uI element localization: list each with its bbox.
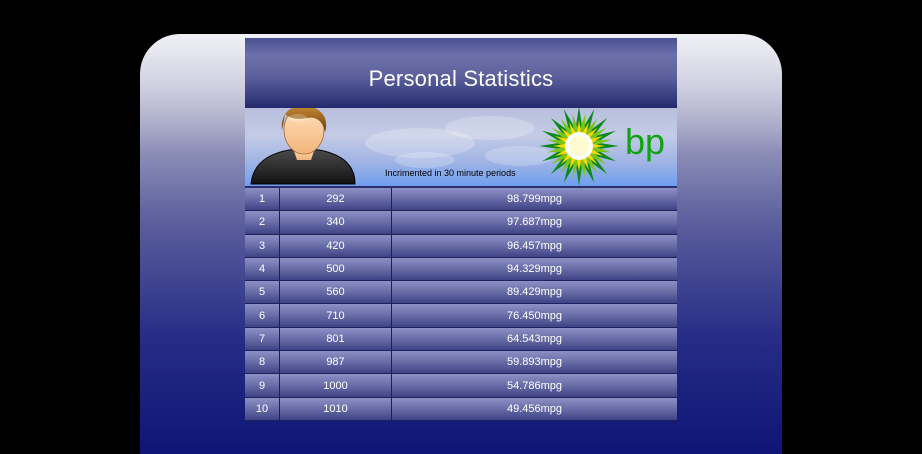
table-row: 9 1000 54.786mpg	[245, 374, 677, 398]
row-value: 420	[280, 234, 392, 257]
bp-logo-text: bp	[625, 121, 666, 162]
statistics-panel: Personal Statistics	[245, 38, 677, 421]
row-index: 2	[245, 211, 280, 234]
row-value: 500	[280, 257, 392, 281]
table-row: 7 801 64.543mpg	[245, 327, 677, 352]
table-row: 3 420 96.457mpg	[245, 234, 677, 258]
bp-helios-logo-icon	[539, 108, 619, 186]
user-avatar-icon	[250, 108, 356, 185]
row-index: 5	[245, 281, 280, 304]
statistics-table: 1 292 98.799mpg 2 340 97.687mpg 3 420 96.457mpg 4…	[245, 188, 677, 421]
title-bar: Personal Statistics	[245, 38, 677, 108]
table-row: 2 340 97.687mpg	[245, 211, 677, 235]
row-value: 1000	[280, 374, 392, 397]
table-row: 10 1010 49.456mpg	[245, 397, 677, 421]
row-index: 4	[245, 257, 280, 281]
table-row: 1 292 98.799mpg	[245, 188, 677, 212]
row-mpg: 89.429mpg	[506, 286, 563, 299]
row-value: 292	[280, 188, 392, 211]
row-index: 8	[245, 351, 280, 374]
row-mpg: 64.543mpg	[506, 332, 563, 345]
table-row: 4 500 94.329mpg	[245, 257, 677, 282]
row-index: 6	[245, 304, 280, 327]
page-title: Personal Statistics	[368, 66, 554, 91]
row-mpg: 49.456mpg	[506, 402, 563, 415]
row-mpg: 54.786mpg	[506, 379, 563, 392]
row-mpg: 96.457mpg	[506, 239, 563, 252]
row-index: 1	[245, 188, 280, 211]
row-value: 1010	[280, 397, 392, 420]
row-value: 801	[280, 327, 392, 351]
row-mpg: 94.329mpg	[506, 263, 563, 276]
table-row: 6 710 76.450mpg	[245, 304, 677, 328]
row-mpg: 98.799mpg	[506, 193, 563, 206]
header-banner: bp Incrimented in 30 minute periods	[245, 108, 677, 186]
table-row: 8 987 59.893mpg	[245, 351, 677, 375]
row-mpg: 59.893mpg	[506, 356, 563, 369]
row-value: 987	[280, 351, 392, 374]
row-value: 710	[280, 304, 392, 327]
row-index: 10	[245, 397, 280, 420]
row-index: 9	[245, 374, 280, 397]
row-mpg: 97.687mpg	[506, 216, 563, 229]
row-mpg: 76.450mpg	[506, 309, 563, 322]
table-row: 5 560 89.429mpg	[245, 281, 677, 305]
row-index: 7	[245, 327, 280, 351]
row-index: 3	[245, 234, 280, 257]
row-value: 340	[280, 211, 392, 234]
period-subtitle: Incrimented in 30 minute periods	[385, 168, 516, 178]
row-value: 560	[280, 281, 392, 304]
